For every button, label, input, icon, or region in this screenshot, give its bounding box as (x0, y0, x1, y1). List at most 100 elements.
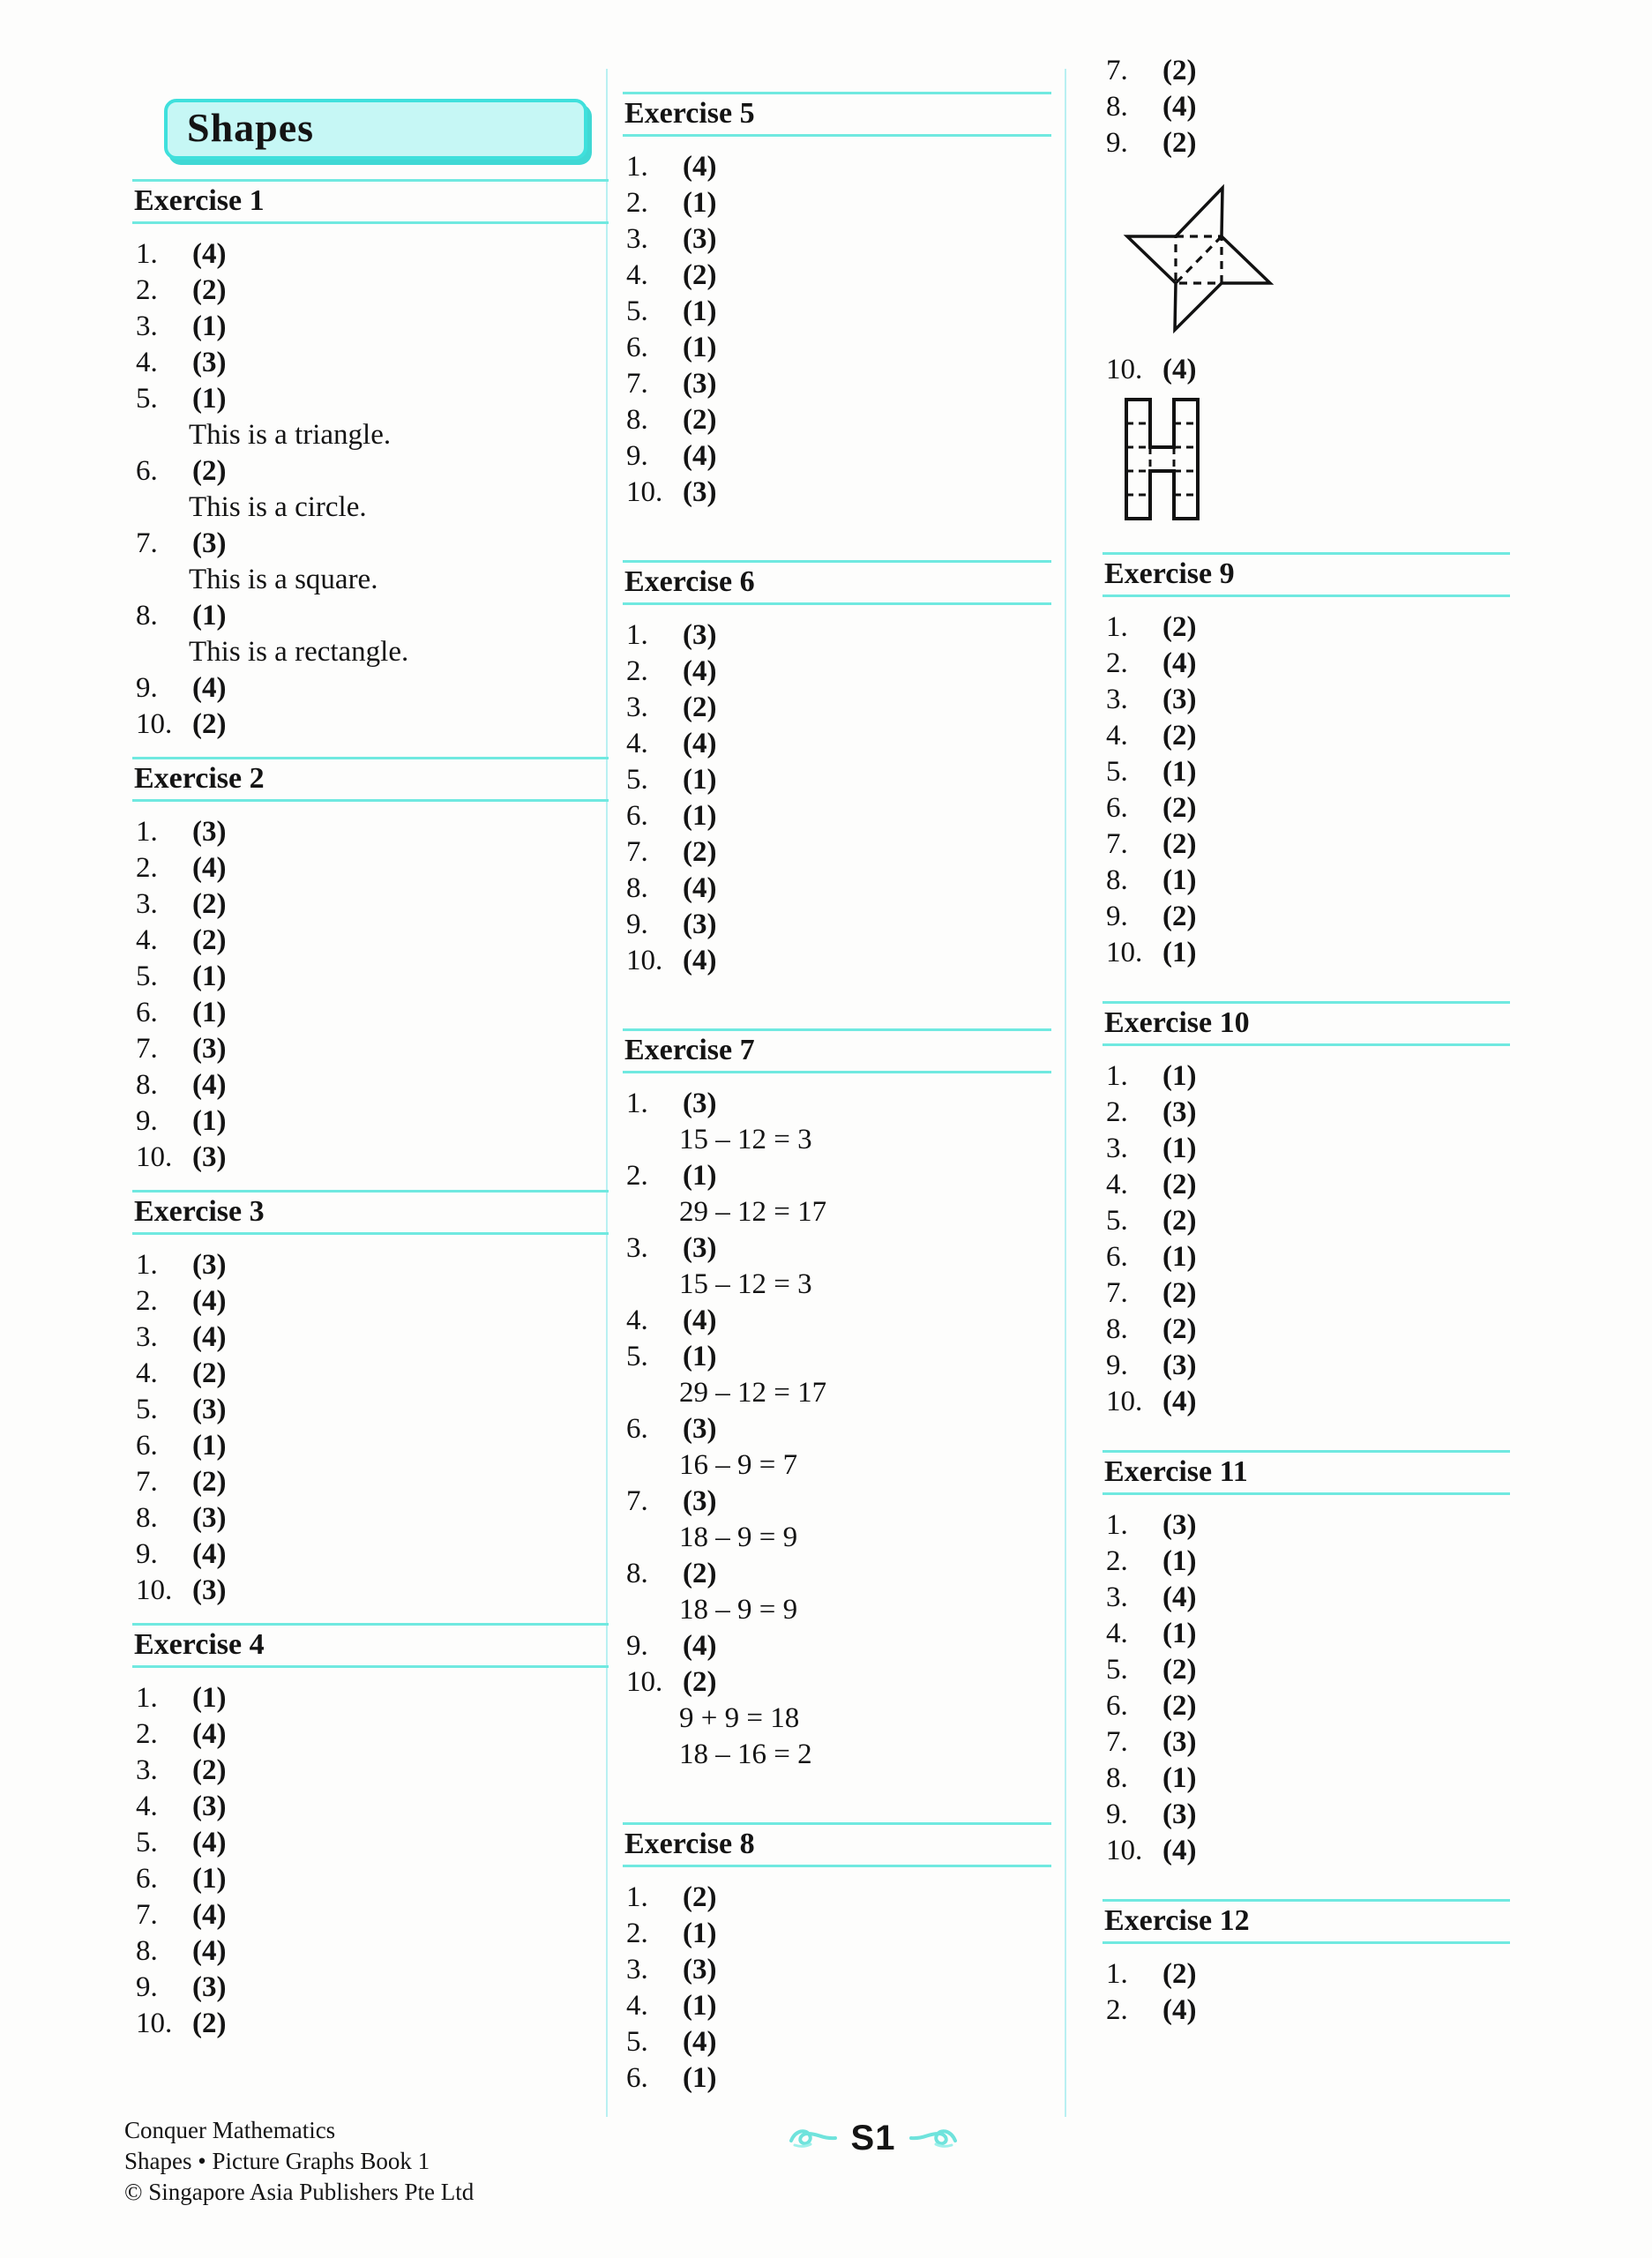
question-number: 6. (626, 800, 648, 832)
answer-row: 2. (4) (132, 1716, 609, 1753)
answer-item: 10. (2) (132, 707, 609, 743)
question-number: 10. (626, 476, 663, 508)
answer-item: 3. (4) (1103, 1580, 1510, 1616)
question-number: 3. (136, 1321, 158, 1353)
answer-item: 1. (2) (1103, 609, 1510, 646)
question-number: 5. (136, 961, 158, 992)
answer-item: 5. (1) (132, 959, 609, 995)
answer-item: 2. (1) (1103, 1544, 1510, 1580)
exercise-title: Exercise 12 (1104, 1904, 1250, 1937)
question-number: 6. (136, 1863, 158, 1895)
answer-row: 1. (3) (623, 617, 1051, 654)
answer-option: (3) (683, 1485, 717, 1517)
question-number: 7. (626, 368, 648, 400)
question-number: 10. (136, 1141, 173, 1173)
answer-item: 1. (3) 15 – 12 = 3 (623, 1086, 1051, 1158)
answer-row: 10. (4) (1103, 1384, 1510, 1420)
answer-option: (1) (683, 1160, 717, 1192)
answer-item: 4. (2) (1103, 718, 1510, 754)
answer-item: 1. (3) (1103, 1507, 1510, 1544)
answer-item: 7. (2) (1103, 1275, 1510, 1312)
answer-item: 3. (2) (132, 886, 609, 923)
answer-item: 5. (4) (132, 1825, 609, 1861)
answer-option: (3) (1162, 1096, 1197, 1128)
question-number: 5. (136, 1827, 158, 1858)
answer-option: (2) (683, 404, 717, 436)
question-number: 2. (136, 852, 158, 884)
answer-option: (3) (192, 1574, 227, 1606)
answer-row: 1. (3) (623, 1086, 1051, 1122)
answer-row: 3. (3) (623, 221, 1051, 258)
answer-option: (4) (192, 1718, 227, 1750)
answer-row: 7. (3) (132, 1031, 609, 1067)
answer-option: (2) (192, 1466, 227, 1498)
answer-row: 8. (1) (132, 598, 609, 634)
answer-option: (4) (192, 1285, 227, 1317)
answer-option: (4) (192, 1899, 227, 1931)
answer-row: 7. (4) (132, 1897, 609, 1933)
answer-option: (1) (192, 1863, 227, 1895)
answer-item: 7. (4) (132, 1897, 609, 1933)
answer-option: (3) (192, 1033, 227, 1065)
question-number: 5. (626, 2026, 648, 2058)
answer-row: 5. (1) (132, 959, 609, 995)
answer-item: 8. (1) (1103, 863, 1510, 899)
answer-row: 5. (3) (132, 1392, 609, 1428)
answer-item: 4. (3) (132, 345, 609, 381)
answer-item: 10. (4) (1103, 1833, 1510, 1869)
answer-option: (2) (683, 836, 717, 868)
exercise-title: Exercise 11 (1104, 1455, 1248, 1488)
question-number: 4. (136, 924, 158, 956)
answer-row: 7. (3) (1103, 1724, 1510, 1761)
question-number: 2. (1106, 647, 1128, 679)
answer-option: (2) (192, 2008, 227, 2039)
answer-item: 4. (1) (1103, 1616, 1510, 1652)
chapter-title: Shapes (187, 105, 315, 150)
answer-row: 2. (1) (623, 1916, 1051, 1952)
question-number: 2. (626, 187, 648, 219)
answer-option: (3) (683, 223, 717, 255)
question-number: 3. (1106, 684, 1128, 715)
answer-row: 8. (4) (132, 1933, 609, 1970)
answer-row: 3. (2) (132, 1753, 609, 1789)
question-number: 8. (136, 600, 158, 632)
answer-option: (1) (1162, 1618, 1197, 1649)
footer-line: Conquer Mathematics (124, 2117, 336, 2143)
left-flourish-icon (789, 2128, 837, 2148)
answer-option: (2) (683, 1558, 717, 1589)
answer-row: 3. (3) (623, 1952, 1051, 1988)
question-number: 4. (1106, 1618, 1128, 1649)
answer-option: (2) (1162, 611, 1197, 643)
question-number: 7. (1106, 55, 1128, 86)
answer-row: 4. (2) (1103, 718, 1510, 754)
answer-option: (4) (1162, 1835, 1197, 1866)
answer-row: 10. (4) (623, 943, 1051, 979)
answer-option: (3) (1162, 1726, 1197, 1758)
answer-row: 7. (3) (623, 1484, 1051, 1520)
answer-option: (4) (192, 852, 227, 884)
answer-working: This is a rectangle. (189, 636, 409, 668)
answer-option: (4) (192, 1935, 227, 1967)
question-number: 6. (136, 455, 158, 487)
answer-row: 4. (3) (132, 345, 609, 381)
answer-row: 4. (2) (132, 1356, 609, 1392)
answer-row: 5. (4) (132, 1825, 609, 1861)
answer-working: 16 – 9 = 7 (679, 1449, 798, 1481)
answer-option: (1) (683, 332, 717, 363)
answer-working: 29 – 12 = 17 (679, 1196, 827, 1228)
answer-item: 9. (2) (1103, 125, 1510, 161)
answer-row: 5. (1) (623, 294, 1051, 330)
answer-item: 7. (3) (1103, 1724, 1510, 1761)
question-number: 7. (136, 1899, 158, 1931)
answer-row: 10. (3) (132, 1140, 609, 1176)
question-number: 10. (136, 2008, 173, 2039)
answer-item: 6. (1) (132, 995, 609, 1031)
answer-item: 2. (2) (132, 273, 609, 309)
exercise-header: Exercise 11 (1103, 1450, 1510, 1495)
answer-row: 2. (3) (1103, 1095, 1510, 1131)
answer-item: 4. (1) (623, 1988, 1051, 2024)
exercise-title: Exercise 6 (624, 565, 755, 598)
answer-option: (1) (683, 764, 717, 796)
answer-option: (2) (1162, 1277, 1197, 1309)
exercise-title: Exercise 7 (624, 1034, 755, 1066)
